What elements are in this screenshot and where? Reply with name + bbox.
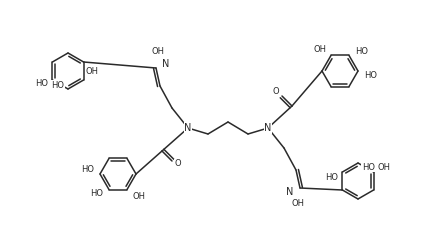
Text: HO: HO [51, 80, 64, 90]
Text: HO: HO [325, 173, 338, 183]
Text: OH: OH [132, 192, 145, 201]
Text: HO: HO [364, 71, 377, 79]
Text: HO: HO [90, 189, 103, 198]
Text: OH: OH [314, 45, 327, 54]
Text: OH: OH [378, 164, 391, 172]
Text: O: O [273, 88, 279, 96]
Text: N: N [184, 123, 192, 133]
Text: N: N [264, 123, 271, 133]
Text: HO: HO [81, 166, 94, 174]
Text: OH: OH [292, 200, 305, 209]
Text: HO: HO [355, 47, 368, 56]
Text: N: N [286, 187, 294, 197]
Text: N: N [162, 59, 170, 69]
Text: OH: OH [86, 67, 99, 77]
Text: HO: HO [35, 79, 48, 89]
Text: OH: OH [151, 47, 164, 57]
Text: O: O [175, 159, 181, 169]
Text: HO: HO [362, 163, 375, 171]
